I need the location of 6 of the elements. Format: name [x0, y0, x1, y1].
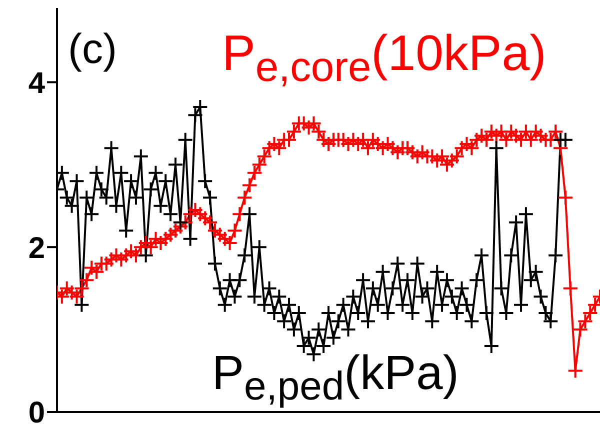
series-label: P$_{e,core}$(10kPa) [222, 25, 546, 90]
series-label: P$_{e,ped}$(kPa) [212, 347, 459, 409]
y-tick-label: 2 [28, 232, 45, 265]
y-tick-label: 4 [28, 66, 46, 100]
y-tick-label: 0 [28, 396, 45, 424]
annotation: (c) [68, 25, 117, 72]
